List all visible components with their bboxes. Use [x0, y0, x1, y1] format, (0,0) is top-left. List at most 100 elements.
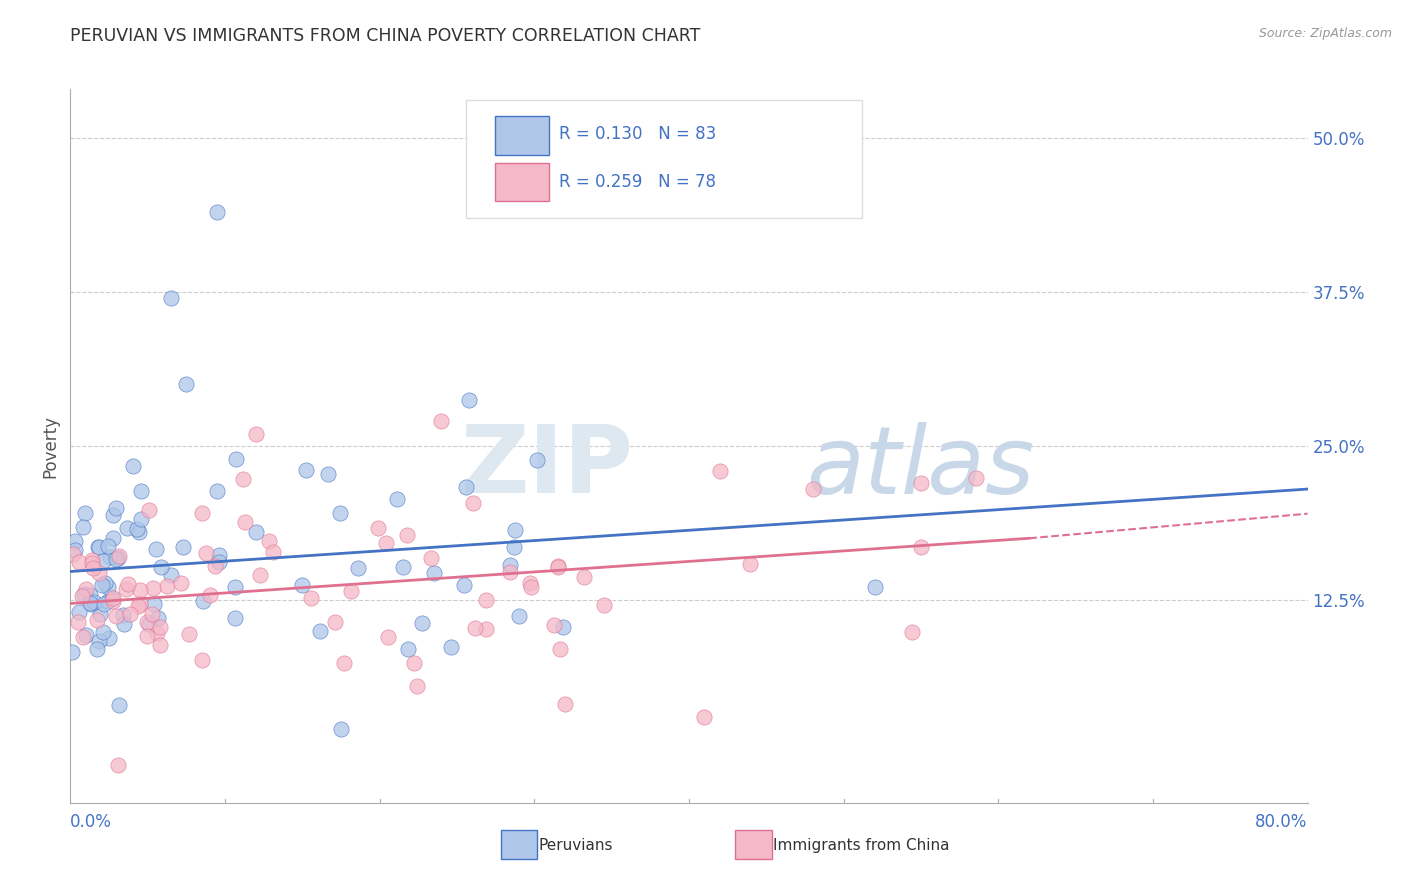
Point [121, 458, 143, 473]
Point [547, 560, 569, 574]
Point [108, 698, 131, 712]
Point [461, 496, 484, 510]
Point [232, 472, 254, 486]
FancyBboxPatch shape [495, 162, 550, 202]
Point [190, 506, 212, 520]
Point [111, 607, 134, 622]
Point [93, 576, 115, 591]
Point [108, 549, 131, 564]
Point [299, 591, 322, 605]
Point [225, 451, 247, 466]
Point [128, 525, 150, 540]
Point [453, 578, 475, 592]
Point [374, 536, 396, 550]
Point [309, 624, 332, 638]
Point [367, 521, 389, 535]
Point [195, 545, 218, 559]
Point [76, 628, 98, 642]
Point [170, 576, 193, 591]
Point [205, 483, 228, 498]
Point [224, 611, 246, 625]
Point [291, 577, 314, 591]
Point [146, 611, 169, 625]
Point [138, 617, 160, 632]
Point [129, 597, 152, 611]
Point [901, 625, 924, 640]
Point [420, 551, 443, 566]
Point [63, 534, 86, 549]
Point [101, 591, 124, 606]
Point [323, 615, 346, 630]
Point [67, 555, 90, 569]
Point [155, 579, 177, 593]
Point [593, 599, 616, 613]
Point [547, 558, 569, 573]
Point [262, 545, 284, 559]
Point [80, 556, 103, 570]
Point [411, 615, 433, 630]
Point [79, 588, 101, 602]
Point [72, 519, 94, 533]
FancyBboxPatch shape [495, 116, 550, 155]
Point [67, 605, 90, 619]
Point [138, 503, 160, 517]
Point [112, 616, 135, 631]
Point [475, 593, 498, 607]
Point [117, 577, 139, 591]
Point [149, 620, 172, 634]
Point [503, 524, 526, 538]
Point [693, 709, 716, 723]
Point [499, 558, 522, 572]
Text: Source: ZipAtlas.com: Source: ZipAtlas.com [1258, 27, 1392, 40]
Point [179, 627, 201, 641]
Point [136, 629, 159, 643]
Point [98, 631, 121, 645]
Y-axis label: Poverty: Poverty [41, 415, 59, 477]
Text: Peruvians: Peruvians [538, 838, 613, 853]
Point [141, 607, 163, 621]
Point [340, 584, 363, 599]
Point [105, 501, 128, 516]
Point [145, 541, 167, 556]
Point [80, 597, 103, 611]
Point [801, 482, 824, 496]
Point [440, 640, 463, 654]
Point [97, 539, 120, 553]
Point [430, 414, 453, 428]
Point [97, 581, 120, 595]
Point [454, 480, 477, 494]
Point [551, 620, 574, 634]
Point [90, 578, 112, 592]
Point [204, 559, 226, 574]
Point [66, 615, 89, 629]
Point [316, 467, 339, 481]
Point [330, 722, 353, 736]
Point [499, 565, 522, 579]
Point [160, 568, 183, 582]
Point [332, 656, 354, 670]
Point [347, 561, 370, 575]
Text: PERUVIAN VS IMMIGRANTS FROM CHINA POVERTY CORRELATION CHART: PERUVIAN VS IMMIGRANTS FROM CHINA POVERT… [70, 27, 700, 45]
Point [402, 656, 425, 670]
Point [73, 586, 96, 600]
Point [245, 525, 267, 540]
Point [385, 492, 408, 507]
Point [740, 557, 762, 571]
Point [574, 570, 596, 584]
Point [160, 291, 183, 305]
Point [863, 581, 886, 595]
Point [395, 528, 418, 542]
Point [82, 552, 104, 566]
Point [145, 626, 167, 640]
Point [75, 506, 97, 520]
Point [105, 552, 128, 566]
Point [965, 471, 987, 485]
Point [520, 580, 543, 594]
Text: atlas: atlas [807, 422, 1035, 513]
Point [910, 540, 932, 554]
Point [104, 608, 127, 623]
FancyBboxPatch shape [467, 100, 862, 218]
Point [79, 596, 101, 610]
Point [107, 757, 129, 772]
Point [391, 560, 413, 574]
